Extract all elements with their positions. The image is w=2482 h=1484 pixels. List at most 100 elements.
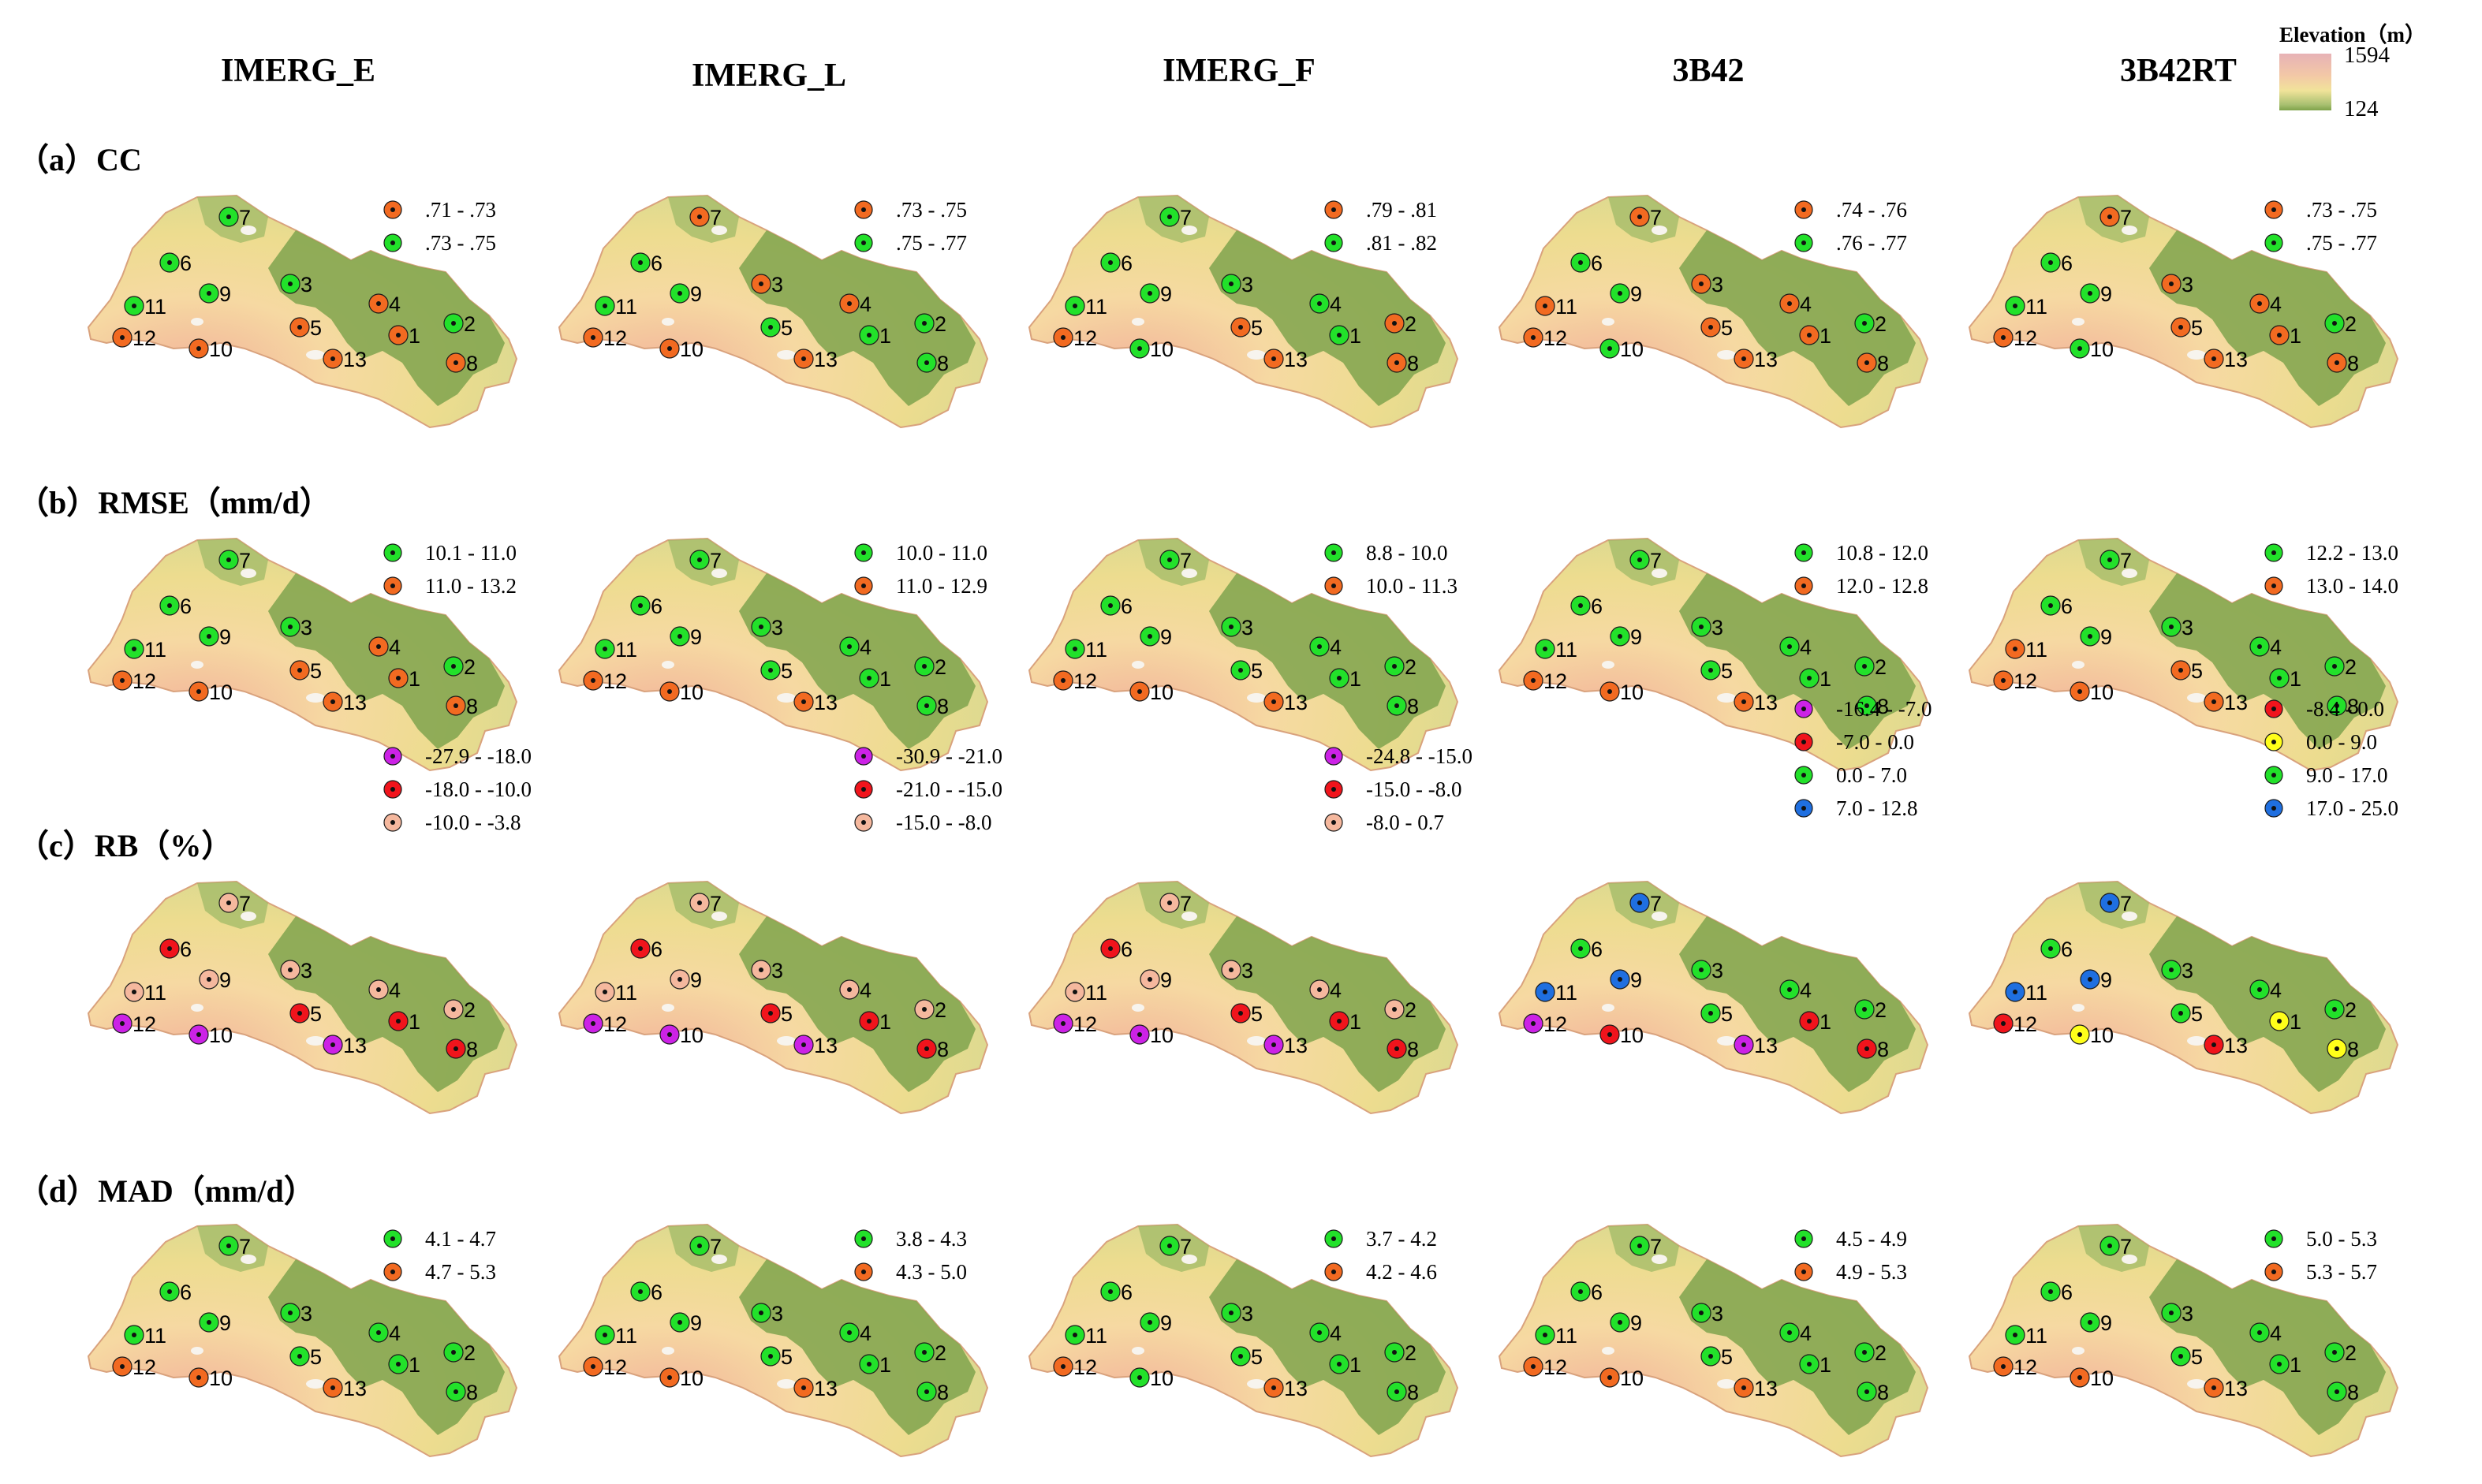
station-center-dot: [768, 1354, 773, 1359]
station-label: 8: [466, 352, 478, 375]
station-label: 10: [1620, 680, 1644, 704]
station-center-dot: [2257, 1330, 2262, 1335]
station-12: 12: [1053, 669, 1097, 693]
station-8: 8: [446, 695, 478, 718]
lake: [1652, 226, 1667, 235]
station-center-dot: [1061, 1364, 1066, 1369]
legend-swatch: [854, 780, 873, 799]
station-center-dot: [1167, 1244, 1172, 1248]
station-label: 4: [1330, 1322, 1342, 1345]
station-6: 6: [630, 595, 662, 618]
station-9: 9: [1140, 968, 1172, 992]
legend-range-label: 12.0 - 12.8: [1836, 573, 1928, 598]
lake: [1181, 569, 1197, 578]
station-label: 7: [710, 1235, 722, 1258]
legend-swatch-dot: [1801, 550, 1806, 555]
station-center-dot: [1392, 1350, 1397, 1355]
lake: [1181, 912, 1197, 921]
station-label: 1: [879, 324, 891, 348]
station-6: 6: [630, 1281, 662, 1304]
station-label: 11: [1555, 295, 1577, 319]
station-center-dot: [297, 1354, 302, 1359]
lake: [711, 912, 727, 921]
legend-swatch: [1794, 1262, 1813, 1281]
station-label: 2: [935, 998, 946, 1022]
legend-range-label: 4.1 - 4.7: [425, 1226, 496, 1251]
station-label: 9: [1160, 968, 1172, 992]
station-7: 7: [218, 1235, 251, 1258]
station-center-dot: [1108, 603, 1113, 608]
station-2: 2: [1384, 655, 1416, 679]
legend-range-label: .73 - .75: [896, 197, 967, 222]
station-center-dot: [1167, 557, 1172, 562]
legend-item: .73 - .75: [2264, 193, 2377, 226]
station-center-dot: [1392, 664, 1397, 669]
station-9: 9: [2080, 282, 2112, 306]
legend-range-label: 10.0 - 11.3: [1366, 573, 1457, 598]
station-13: 13: [793, 691, 838, 714]
station-center-dot: [167, 1289, 172, 1294]
legend-swatch-dot: [1331, 550, 1336, 555]
station-1: 1: [388, 1010, 420, 1034]
station-label: 5: [781, 1345, 793, 1369]
station-5: 5: [289, 659, 322, 683]
station-center-dot: [603, 304, 607, 308]
station-5: 5: [1700, 316, 1733, 340]
legend-rb-3b42: -16.4 - -7.0 -7.0 - 0.0 0.0 - 7.0 7.0 - 12.…: [1793, 692, 1931, 825]
station-center-dot: [1317, 644, 1322, 649]
station-9: 9: [1140, 1311, 1172, 1335]
station-label: 7: [1180, 1235, 1192, 1258]
station-center-dot: [1618, 291, 1622, 296]
station-center-dot: [1531, 335, 1536, 340]
station-label: 8: [1877, 1038, 1889, 1061]
station-label: 8: [466, 1038, 478, 1061]
lake: [777, 350, 796, 360]
station-label: 4: [860, 979, 871, 1002]
station-center-dot: [1699, 1311, 1704, 1315]
legend-item: .73 - .75: [853, 193, 967, 226]
station-center-dot: [768, 325, 773, 330]
station-label: 13: [1284, 691, 1308, 714]
station-center-dot: [1148, 1320, 1152, 1325]
station-center-dot: [2332, 1007, 2337, 1012]
station-label: 11: [1085, 981, 1107, 1005]
legend-range-label: .81 - .82: [1366, 230, 1437, 255]
station-7: 7: [689, 1235, 722, 1258]
legend-swatch: [1794, 699, 1813, 718]
legend-range-label: 12.2 - 13.0: [2306, 540, 2398, 565]
station-label: 10: [209, 1024, 233, 1047]
legend-swatch: [2264, 543, 2283, 562]
legend-swatch: [383, 200, 402, 219]
station-label: 13: [1754, 348, 1778, 371]
station-1: 1: [859, 1010, 891, 1034]
legend-swatch-dot: [1801, 740, 1806, 744]
legend-range-label: -10.0 - -3.8: [425, 810, 521, 834]
station-label: 1: [1349, 324, 1361, 348]
station-8: 8: [1387, 352, 1419, 375]
lake: [2187, 350, 2206, 360]
station-6: 6: [1570, 595, 1603, 618]
station-5: 5: [2170, 659, 2203, 683]
station-4: 4: [1309, 293, 1342, 316]
station-label: 9: [2100, 282, 2112, 306]
station-label: 3: [300, 1302, 312, 1326]
station-center-dot: [1637, 557, 1642, 562]
station-label: 1: [879, 667, 891, 691]
station-3: 3: [751, 1302, 783, 1326]
legend-range-label: 4.3 - 5.0: [896, 1259, 967, 1284]
legend-swatch-dot: [1331, 207, 1336, 212]
station-1: 1: [2269, 324, 2301, 348]
station-center-dot: [924, 1389, 929, 1394]
legend-swatch: [1794, 543, 1813, 562]
station-11: 11: [2005, 981, 2047, 1005]
station-2: 2: [1854, 998, 1887, 1022]
station-label: 9: [1630, 282, 1642, 306]
station-3: 3: [751, 616, 783, 639]
station-12: 12: [1523, 326, 1567, 350]
station-label: 12: [1073, 326, 1097, 350]
station-center-dot: [1699, 968, 1704, 972]
